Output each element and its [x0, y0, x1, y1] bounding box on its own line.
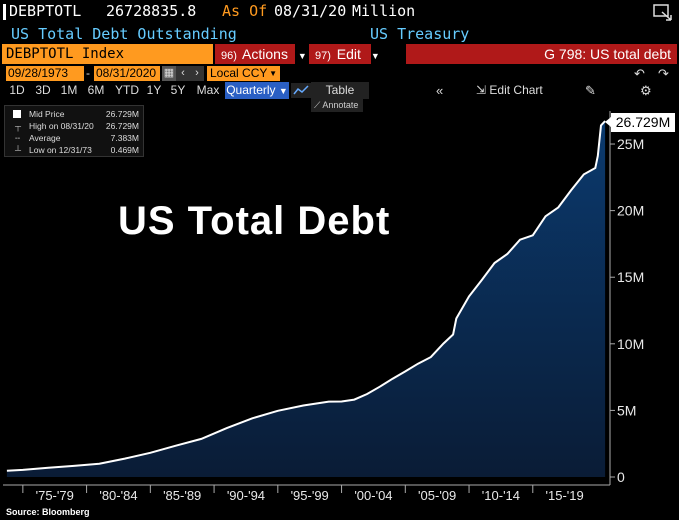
legend-row-high: ┬ High on 08/31/20 26.729M [5, 120, 145, 132]
undo-icon[interactable]: ↶ [634, 66, 645, 81]
x-tick-label: '00-'04 [354, 488, 392, 503]
chart-legend[interactable]: Mid Price 26.729M ┬ High on 08/31/20 26.… [4, 105, 144, 157]
edit-chart-button[interactable]: ⇲ Edit Chart [476, 82, 543, 99]
average-marker-icon: ╌ [15, 133, 21, 143]
legend-label: Average [29, 133, 61, 143]
chart-edit-icon: ⇲ [476, 83, 490, 97]
collapse-left-icon[interactable]: « [436, 83, 444, 98]
edit-menu-button[interactable]: 97) Edit ▼ [309, 44, 380, 64]
unit-label: Million [352, 2, 416, 20]
edit-chart-label: Edit Chart [489, 83, 543, 97]
legend-row-average: ╌ Average 7.383M [5, 132, 145, 144]
edit-label: Edit [336, 46, 361, 62]
legend-row-low: ┴ Low on 12/31/73 0.469M [5, 144, 145, 156]
period-1m[interactable]: 1M [60, 83, 78, 97]
legend-label: Mid Price [29, 109, 65, 119]
date-range-bar: 09/28/1973 - 08/31/2020 ▦ ‹ › Local CCY … [0, 66, 679, 82]
as-of-date[interactable]: 08/31/20 [274, 2, 347, 20]
frequency-label: Quarterly [226, 83, 276, 97]
series-line [6, 120, 606, 472]
last-value: 26728835.8 [106, 2, 197, 20]
chevron-down-icon: ▼ [278, 86, 288, 96]
index-field[interactable]: DEBPTOTL Index [2, 44, 213, 64]
period-max[interactable]: Max [196, 83, 220, 97]
x-tick-label: '85-'89 [163, 488, 201, 503]
date-separator: - [86, 66, 90, 80]
period-ytd[interactable]: YTD [115, 83, 139, 97]
y-tick-label: 25M [617, 136, 644, 152]
legend-label: Low on 12/31/73 [29, 145, 92, 155]
period-6m[interactable]: 6M [87, 83, 105, 97]
legend-label: High on 08/31/20 [29, 121, 94, 131]
security-description: US Total Debt Outstanding [11, 25, 237, 43]
y-tick-label: 0 [617, 469, 625, 485]
draw-tool-icon[interactable]: ✎ [585, 83, 596, 98]
function-label: G 798: US total debt [406, 44, 677, 64]
period-3d[interactable]: 3D [35, 83, 51, 97]
chevron-down-icon: ▼ [297, 51, 307, 61]
x-tick-label: '05-'09 [418, 488, 456, 503]
chart-area[interactable]: 0 5M 10M 15M 20M 25M '75-'79 '80-'84 '85-'89 '90-… [0, 99, 679, 520]
high-marker-icon: ┬ [15, 121, 22, 131]
chart-overlay-title: US Total Debt [118, 199, 391, 243]
legend-value: 26.729M [105, 109, 139, 119]
annotate-label: Annotate [322, 100, 359, 110]
series-area [6, 121, 606, 477]
security-header: DEBPTOTL 26728835.8 As Of 08/31/20 Milli… [0, 0, 679, 24]
y-tick-label: 15M [617, 269, 644, 285]
actions-number: 96) [221, 50, 237, 62]
chevron-down-icon: ▼ [269, 69, 277, 78]
text-cursor [3, 4, 6, 20]
actions-label: Actions [242, 46, 288, 62]
x-tick-label: '80-'84 [99, 488, 137, 503]
source-footnote: Source: Bloomberg [6, 507, 90, 517]
chevron-right-icon[interactable]: › [190, 66, 204, 81]
y-tick-label: 5M [617, 402, 636, 418]
edit-number: 97) [315, 50, 331, 62]
low-marker-icon: ┴ [15, 145, 22, 155]
period-1d[interactable]: 1D [9, 83, 25, 97]
legend-swatch [13, 110, 21, 118]
actions-menu-button[interactable]: 96) Actions ▼ [215, 44, 307, 64]
ticker-symbol[interactable]: DEBPTOTL [9, 2, 82, 20]
line-chart-icon[interactable] [291, 83, 311, 98]
y-tick-label: 20M [617, 203, 644, 219]
calendar-icon[interactable]: ▦ [162, 66, 176, 81]
debt-area-chart[interactable]: 0 5M 10M 15M 20M 25M '75-'79 '80-'84 '85-'89 '90-… [0, 99, 679, 520]
table-button[interactable]: Table [311, 82, 369, 99]
period-1y[interactable]: 1Y [146, 83, 162, 97]
annotate-icon: ⟋ [314, 100, 323, 110]
legend-value: 0.469M [110, 145, 139, 155]
legend-value: 7.383M [110, 133, 139, 143]
currency-label: Local CCY [210, 66, 268, 80]
period-toolbar: 1D 3D 1M 6M YTD 1Y 5Y Max Quarterly ▼ Ta… [0, 82, 679, 99]
gear-icon[interactable]: ⚙ [640, 83, 652, 98]
frequency-dropdown[interactable]: Quarterly ▼ [225, 82, 289, 99]
redo-icon[interactable]: ↷ [658, 66, 669, 81]
y-tick-label: 10M [617, 336, 644, 352]
annotate-button[interactable]: ⟋ Annotate [311, 99, 363, 112]
x-tick-label: '90-'94 [227, 488, 265, 503]
period-5y[interactable]: 5Y [170, 83, 186, 97]
chevron-left-icon[interactable]: ‹ [176, 66, 190, 81]
security-description-row: US Total Debt Outstanding US Treasury [0, 24, 679, 44]
start-date-field[interactable]: 09/28/1973 [6, 66, 84, 81]
as-of-label: As Of [222, 2, 268, 20]
x-tick-label: '95-'99 [291, 488, 329, 503]
last-price-label: 26.729M [605, 113, 675, 132]
x-tick-label: '10-'14 [482, 488, 520, 503]
data-source-name: US Treasury [370, 25, 470, 43]
legend-value: 26.729M [105, 121, 139, 131]
currency-dropdown[interactable]: Local CCY ▼ [207, 66, 280, 81]
legend-row-mid-price: Mid Price 26.729M [5, 108, 145, 120]
x-tick-label: '15-'19 [546, 488, 584, 503]
screen-options-icon[interactable] [653, 4, 673, 22]
x-tick-label: '75-'79 [36, 488, 74, 503]
end-date-field[interactable]: 08/31/2020 [94, 66, 160, 81]
function-toolbar: DEBPTOTL Index 96) Actions ▼ 97) Edit ▼ … [0, 44, 679, 64]
chevron-down-icon: ▼ [370, 51, 380, 61]
